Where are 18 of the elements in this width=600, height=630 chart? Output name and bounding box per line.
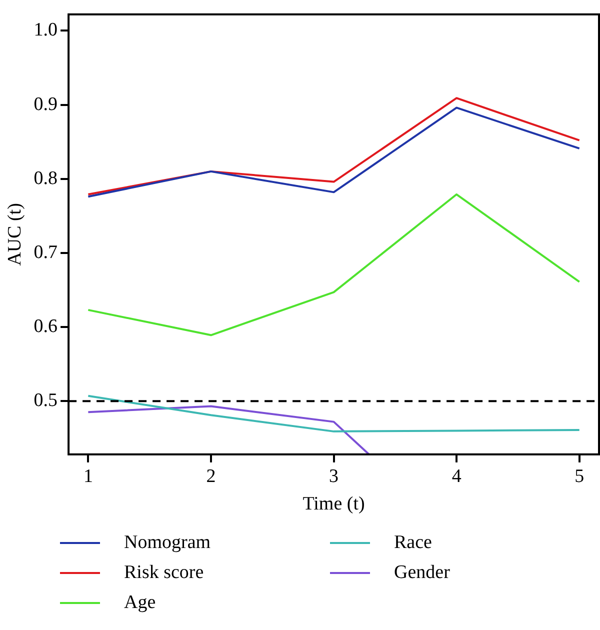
- legend-label: Race: [394, 532, 432, 554]
- y-tick-label: 0.7: [34, 242, 58, 263]
- y-tick-label: 0.6: [34, 316, 58, 337]
- x-tick-label: 1: [83, 466, 93, 487]
- y-tick-label: 0.8: [34, 168, 58, 189]
- y-tick-label: 0.9: [34, 94, 58, 115]
- x-axis-title: Time (t): [302, 494, 365, 515]
- x-tick-label: 4: [452, 466, 462, 487]
- legend-label: Gender: [394, 562, 450, 584]
- y-axis-title: AUC (t): [4, 202, 26, 266]
- legend-label: Nomogram: [124, 532, 211, 554]
- x-tick-label: 2: [206, 466, 216, 487]
- legend-label: Age: [124, 592, 156, 614]
- legend-label: Risk score: [124, 562, 204, 584]
- y-tick-label: 0.5: [34, 390, 58, 412]
- y-tick-label: 1.0: [34, 20, 58, 41]
- x-tick-label: 3: [329, 466, 339, 487]
- x-tick-label: 5: [574, 466, 584, 487]
